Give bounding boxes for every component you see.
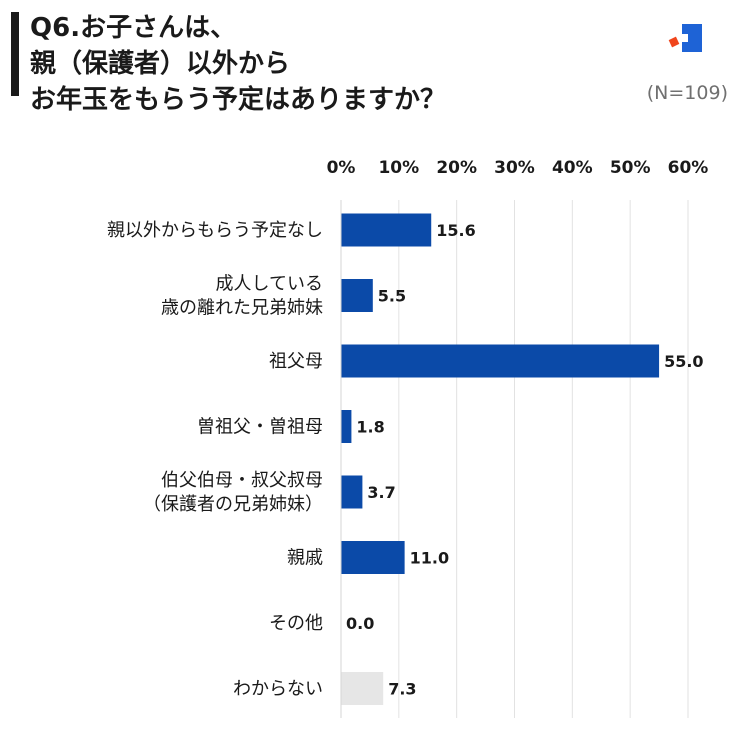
page-title: Q6.お子さんは、 親（保護者）以外から お年玉をもらう予定はありますか？ — [30, 10, 446, 118]
brand-logo-icon — [668, 24, 702, 52]
category-label: 成人している — [216, 274, 323, 295]
category-label: （保護者の兄弟姉妹） — [143, 494, 323, 515]
data-label: 3.7 — [367, 483, 395, 502]
data-label: 55.0 — [664, 352, 703, 371]
sample-size-note: (N=109) — [646, 82, 728, 104]
x-tick-label: 40% — [552, 158, 593, 178]
data-label: 1.8 — [356, 418, 384, 437]
category-label: その他 — [269, 613, 323, 634]
category-label: 祖父母 — [269, 351, 323, 372]
data-label: 15.6 — [436, 221, 475, 240]
bar — [341, 344, 660, 378]
category-label: わからない — [233, 679, 323, 700]
title-accent-bar — [11, 12, 19, 96]
category-label: 歳の離れた兄弟姉妹 — [161, 298, 323, 319]
x-tick-label: 20% — [436, 158, 477, 178]
x-tick-label: 60% — [668, 158, 709, 178]
bar — [341, 541, 405, 574]
category-label: 親戚 — [287, 548, 323, 569]
data-label: 11.0 — [410, 549, 449, 568]
bar — [341, 410, 352, 443]
x-tick-label: 30% — [494, 158, 535, 178]
category-label: 曽祖父・曽祖母 — [197, 417, 323, 438]
category-label: 伯父伯母・叔父叔母 — [161, 470, 323, 491]
data-label: 0.0 — [346, 614, 374, 633]
title-line-1: Q6.お子さんは、 — [30, 13, 237, 43]
x-tick-label: 50% — [610, 158, 651, 178]
data-label: 7.3 — [388, 680, 416, 699]
bar — [341, 279, 373, 312]
title-line-3: お年玉をもらう予定はありますか？ — [30, 85, 447, 115]
title-line-2: 親（保護者）以外から — [30, 49, 291, 79]
x-tick-label: 10% — [378, 158, 419, 178]
category-label: 親以外からもらう予定なし — [107, 220, 323, 241]
bar — [341, 475, 363, 509]
data-label: 5.5 — [378, 287, 406, 306]
bar — [341, 672, 384, 705]
x-tick-label: 0% — [327, 158, 356, 178]
bar — [341, 213, 432, 247]
